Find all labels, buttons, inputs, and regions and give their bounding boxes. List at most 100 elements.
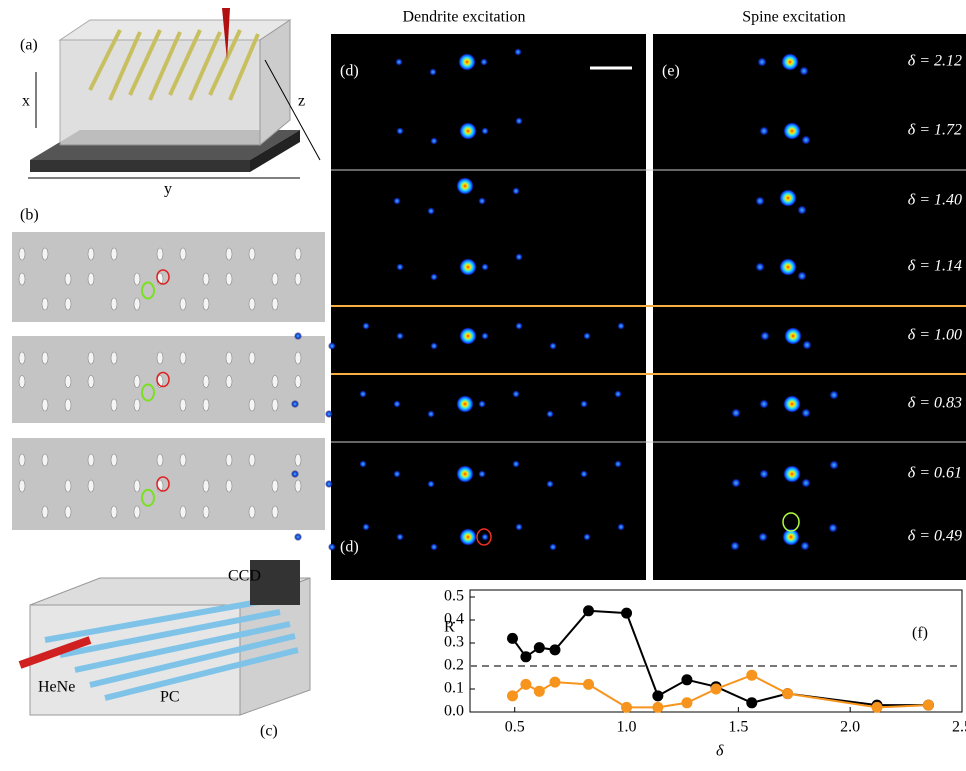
point xyxy=(583,679,594,690)
spot xyxy=(614,390,622,398)
axis-label: z xyxy=(298,93,305,110)
panel-label: (d) xyxy=(340,539,359,556)
rod xyxy=(19,376,25,388)
ccd-label: CCD xyxy=(228,568,261,585)
rod xyxy=(180,506,186,518)
x-tick-label: 0.5 xyxy=(505,719,525,736)
spot xyxy=(580,470,588,478)
rod xyxy=(180,298,186,310)
figure: (a) x y z (b) CCD HeNe PC (c) Dendrite e… xyxy=(0,0,966,766)
point xyxy=(872,702,883,713)
rod xyxy=(295,352,301,364)
spot xyxy=(478,400,486,408)
rod xyxy=(180,248,186,260)
spot xyxy=(478,470,486,478)
spot xyxy=(291,470,299,478)
rod xyxy=(42,399,48,411)
x-axis-label: δ xyxy=(716,743,724,760)
delta-label: δ = 1.14 xyxy=(908,258,962,275)
point xyxy=(507,633,518,644)
rod xyxy=(203,399,209,411)
spot xyxy=(759,469,769,479)
rod xyxy=(65,480,71,492)
y-axis-label: R xyxy=(444,619,455,636)
spot xyxy=(755,262,765,272)
point xyxy=(534,686,545,697)
spot xyxy=(430,543,438,551)
spot xyxy=(396,263,404,271)
point xyxy=(520,679,531,690)
rod xyxy=(249,352,255,364)
delta-label: δ = 0.61 xyxy=(908,465,962,482)
point xyxy=(681,697,692,708)
spot xyxy=(514,48,522,56)
y-tick-label: 0.3 xyxy=(444,634,464,651)
spot xyxy=(617,523,625,531)
spot xyxy=(802,340,812,350)
spot xyxy=(430,137,438,145)
spot xyxy=(294,332,302,340)
panel-label: (c) xyxy=(260,723,278,740)
rod xyxy=(295,248,301,260)
spot xyxy=(393,197,401,205)
rod xyxy=(295,376,301,388)
panel-label: (d) xyxy=(340,63,359,80)
spot xyxy=(459,327,477,345)
rod xyxy=(249,298,255,310)
rod xyxy=(19,454,25,466)
rod xyxy=(249,454,255,466)
rod xyxy=(226,454,232,466)
spot xyxy=(393,400,401,408)
spot xyxy=(427,207,435,215)
spot xyxy=(829,390,839,400)
rod xyxy=(203,480,209,492)
rod xyxy=(226,352,232,364)
spot xyxy=(294,533,302,541)
spot xyxy=(396,332,404,340)
spot xyxy=(325,410,333,418)
spot xyxy=(828,523,838,533)
rod xyxy=(157,454,163,466)
rod xyxy=(295,454,301,466)
rod xyxy=(249,399,255,411)
rod xyxy=(19,273,25,285)
spot xyxy=(459,122,477,140)
point xyxy=(681,674,692,685)
rod xyxy=(134,506,140,518)
spot xyxy=(512,187,520,195)
spot xyxy=(362,322,370,330)
rod xyxy=(42,454,48,466)
panel-label: (a) xyxy=(20,37,38,54)
spot xyxy=(325,480,333,488)
spot xyxy=(758,532,768,542)
spot xyxy=(459,258,477,276)
spot xyxy=(800,541,810,551)
point xyxy=(534,642,545,653)
spot xyxy=(291,400,299,408)
rod xyxy=(180,352,186,364)
spot xyxy=(549,543,557,551)
spot xyxy=(458,53,476,71)
spot xyxy=(481,263,489,271)
delta-label: δ = 0.49 xyxy=(908,528,962,545)
spot xyxy=(757,57,767,67)
point xyxy=(652,690,663,701)
rod xyxy=(157,352,163,364)
delta-label: δ = 1.72 xyxy=(908,122,962,139)
rod xyxy=(42,298,48,310)
rod xyxy=(111,506,117,518)
rod xyxy=(295,480,301,492)
spot xyxy=(395,58,403,66)
spot xyxy=(549,342,557,350)
point xyxy=(782,688,793,699)
spot xyxy=(396,533,404,541)
spot xyxy=(459,528,477,546)
spot xyxy=(512,460,520,468)
rod xyxy=(203,506,209,518)
spot xyxy=(783,465,801,483)
point xyxy=(923,700,934,711)
spot xyxy=(456,177,474,195)
spot xyxy=(755,196,765,206)
rod xyxy=(19,352,25,364)
x-tick-label: 1.0 xyxy=(617,719,637,736)
